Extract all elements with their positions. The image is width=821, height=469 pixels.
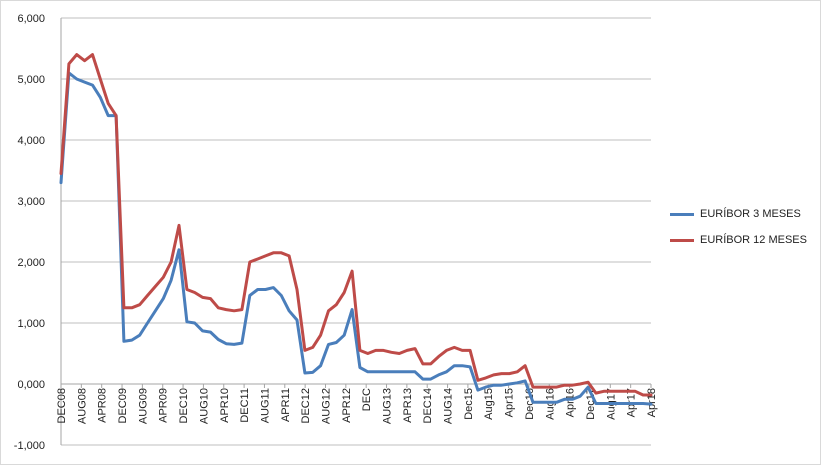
x-tick-label: AUG12: [320, 388, 332, 424]
legend-label-12m: EURÍBOR 12 MESES: [700, 234, 807, 246]
x-tick-label: Apr15: [504, 388, 516, 417]
x-tick-label: DEC11: [239, 388, 251, 423]
x-tick-label: Dec15: [463, 388, 475, 420]
legend-item-12m: EURÍBOR 12 MESES: [670, 231, 807, 249]
x-tick-label: Aug16: [544, 388, 556, 420]
y-tick-label: 1,000: [17, 318, 45, 330]
y-axis-ticks: -1,000 0,000 1,000 2,000 3,000 4,000 5,000 6,00…: [14, 13, 45, 452]
legend-item-3m: EURÍBOR 3 MESES: [670, 205, 807, 223]
x-tick-label: APR10: [219, 388, 231, 423]
x-tick-label: DEC: [361, 388, 373, 411]
x-tick-label: APR09: [158, 388, 170, 423]
x-tick-label: DEC14: [422, 388, 434, 423]
gridlines: [60, 17, 651, 446]
series-line-12m: [59, 53, 653, 397]
x-tick-label: Aug15: [483, 388, 495, 420]
x-tick-label: APR13: [402, 388, 414, 423]
x-tick-label: DEC09: [117, 388, 129, 423]
x-tick-label: AUG08: [76, 388, 88, 424]
y-tick-label: -1,000: [14, 440, 45, 452]
y-tick-label: 2,000: [17, 257, 45, 269]
x-tick-label: APR08: [97, 388, 109, 423]
x-tick-label: APR11: [280, 388, 292, 422]
legend-label-3m: EURÍBOR 3 MESES: [700, 208, 801, 220]
x-tick-label: AUG10: [198, 388, 210, 424]
x-tick-label: Dec16: [524, 388, 536, 420]
x-tick-label: AUG09: [137, 388, 149, 424]
x-tick-label: DEC08: [56, 388, 68, 423]
legend-swatch-12m: [670, 238, 694, 242]
y-tick-label: 5,000: [17, 74, 45, 86]
series-lines: [59, 53, 653, 406]
legend-swatch-3m: [670, 212, 694, 216]
x-tick-label: Apr16: [565, 388, 577, 417]
x-tick-label: AUG13: [382, 388, 394, 424]
x-tick-label: AUG14: [443, 388, 455, 424]
x-tick-label: APR12: [341, 388, 353, 423]
y-tick-label: 4,000: [17, 135, 45, 147]
y-tick-label: 0,000: [17, 379, 45, 391]
series-line-3m: [59, 71, 653, 406]
x-tick-label: DEC12: [300, 388, 312, 423]
x-tick-label: AUG11: [259, 388, 271, 423]
x-axis-ticks: DEC08 AUG08 APR08 DEC09 AUG09 APR09 DEC10 AUG10…: [56, 384, 658, 424]
legend: EURÍBOR 3 MESES EURÍBOR 12 MESES: [670, 205, 807, 257]
y-tick-label: 6,000: [17, 13, 45, 25]
x-tick-label: DEC10: [178, 388, 190, 423]
y-tick-label: 3,000: [17, 196, 45, 208]
